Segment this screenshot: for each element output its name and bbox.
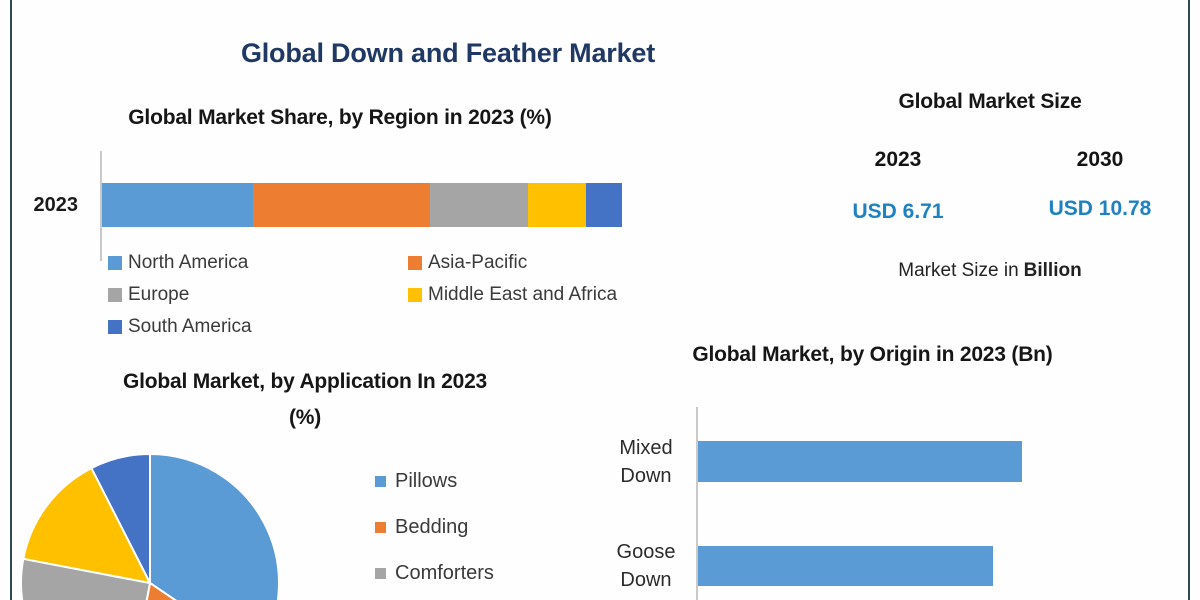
page-title: Global Down and Feather Market xyxy=(240,38,656,68)
legend-label: Bedding xyxy=(395,516,469,538)
pie-slice-slice-4 xyxy=(22,467,151,584)
legend-item-bedding: Bedding xyxy=(375,516,468,539)
application-pie-chart xyxy=(20,453,280,600)
origin-chart-title: Global Market, by Origin in 2023 (Bn) xyxy=(692,343,1053,366)
legend-swatch-pillows xyxy=(375,476,386,487)
origin-category-label-mixed-down: Mixed Down xyxy=(606,434,686,490)
market-size-footnote-text: Market Size in xyxy=(898,260,1019,281)
legend-label: Middle East and Africa xyxy=(428,284,618,305)
legend-label: North America xyxy=(128,252,249,273)
pie-slice-pillows xyxy=(149,453,280,600)
market-size-value-2030: USD 10.78 xyxy=(1048,197,1152,220)
market-size-year-2030: 2030 xyxy=(1076,148,1124,171)
region-bar-segment-europe xyxy=(429,183,529,227)
legend-label: Asia-Pacific xyxy=(428,252,528,273)
right-frame-border xyxy=(1188,0,1190,600)
origin-category-label-goose-down: Goose Down xyxy=(606,538,686,594)
origin-category-label-line: Down xyxy=(620,465,672,487)
legend-item-north-america: North America xyxy=(108,252,248,274)
origin-category-label-line: Mixed xyxy=(619,437,673,459)
pie-slice-slice-5 xyxy=(90,453,151,584)
legend-label: South America xyxy=(128,316,252,337)
legend-label: Europe xyxy=(128,284,190,305)
legend-swatch-europe xyxy=(108,288,122,302)
legend-item-south-america: South America xyxy=(108,316,252,338)
legend-label: Comforters xyxy=(395,562,494,584)
legend-swatch-comforters xyxy=(375,568,386,579)
market-size-title: Global Market Size xyxy=(898,90,1082,113)
legend-item-asia-pacific: Asia-Pacific xyxy=(408,252,527,274)
region-bar-segment-asia-pacific xyxy=(252,183,430,227)
region-bar-segment-middle-east-and-africa xyxy=(528,183,586,227)
region-chart-y-axis xyxy=(100,151,102,261)
origin-category-label-line: Down xyxy=(620,569,672,591)
region-bar-segment-south-america xyxy=(585,183,622,227)
legend-item-pillows: Pillows xyxy=(375,470,457,493)
region-chart-title: Global Market Share, by Region in 2023 (… xyxy=(128,106,552,129)
legend-item-comforters: Comforters xyxy=(375,562,494,585)
legend-swatch-north-america xyxy=(108,256,122,270)
legend-label: Pillows xyxy=(395,470,458,492)
legend-item-europe: Europe xyxy=(108,284,189,306)
market-size-value-2023: USD 6.71 xyxy=(852,200,944,223)
application-chart-title-line2: (%) xyxy=(288,406,322,429)
pie-slice-bedding xyxy=(145,582,177,600)
legend-swatch-bedding xyxy=(375,522,386,533)
origin-bar-goose-down xyxy=(698,546,993,586)
origin-bar-mixed-down xyxy=(698,441,1022,482)
region-chart-category-label: 2023 xyxy=(33,194,79,216)
market-size-year-2023: 2023 xyxy=(874,148,922,171)
application-chart-title-line1: Global Market, by Application In 2023 xyxy=(122,370,488,393)
region-bar-segment-north-america xyxy=(102,183,253,227)
legend-swatch-middle-east-and-africa xyxy=(408,288,422,302)
region-stacked-bar xyxy=(102,183,622,227)
market-size-footnote: Market Size in Billion xyxy=(790,260,1190,282)
origin-chart-y-axis xyxy=(696,407,698,600)
legend-item-middle-east-and-africa: Middle East and Africa xyxy=(408,284,617,306)
left-frame-border xyxy=(10,0,12,600)
market-size-footnote-unit: Billion xyxy=(1023,260,1082,281)
legend-swatch-south-america xyxy=(108,320,122,334)
pie-slice-comforters xyxy=(20,557,151,600)
legend-swatch-asia-pacific xyxy=(408,256,422,270)
origin-category-label-line: Goose xyxy=(616,541,676,563)
